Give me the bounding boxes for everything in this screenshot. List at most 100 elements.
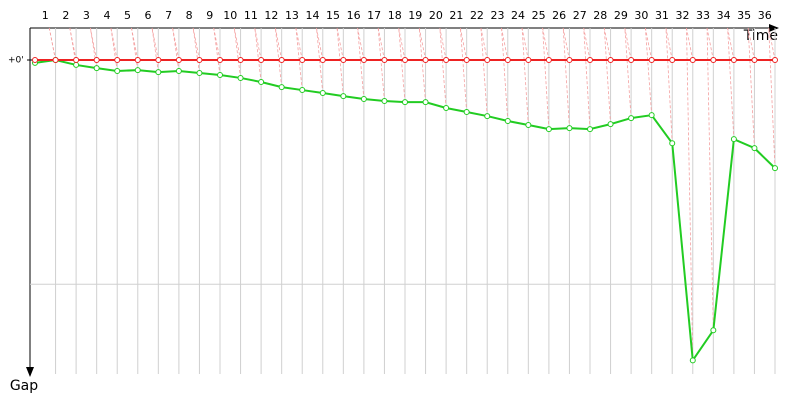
- data-point: [669, 57, 676, 63]
- data-point: [730, 136, 737, 143]
- data-point: [545, 126, 552, 133]
- connector: [336, 27, 344, 61]
- x-tick-label: 21: [449, 9, 463, 22]
- x-tick-label: 33: [696, 9, 710, 22]
- data-point: [114, 57, 121, 63]
- data-point: [360, 57, 367, 63]
- data-point: [114, 67, 121, 74]
- connector: [644, 27, 653, 116]
- connector: [48, 27, 56, 61]
- connector: [686, 27, 694, 61]
- x-tick-label: 30: [634, 9, 648, 22]
- connector: [439, 27, 447, 61]
- connector: [480, 27, 488, 61]
- connector: [418, 27, 426, 103]
- data-point: [751, 57, 758, 63]
- connector: [110, 27, 118, 72]
- data-point: [258, 78, 265, 85]
- data-point: [443, 57, 450, 63]
- data-point: [545, 57, 552, 63]
- data-point: [299, 87, 306, 94]
- data-point: [196, 57, 203, 63]
- connector: [233, 27, 241, 61]
- data-point: [628, 115, 635, 122]
- connector: [542, 27, 550, 130]
- data-point: [772, 165, 778, 172]
- connector: [151, 27, 159, 73]
- data-point: [587, 126, 593, 133]
- x-tick-label: 34: [717, 9, 731, 22]
- data-point: [463, 57, 470, 63]
- connector: [336, 27, 344, 97]
- data-point: [587, 57, 593, 63]
- x-tick-label: 35: [737, 9, 751, 22]
- connector: [480, 27, 488, 117]
- data-point: [258, 57, 265, 63]
- x-tick-label: 15: [326, 9, 340, 22]
- x-tick-label: 32: [676, 9, 690, 22]
- data-point: [217, 72, 223, 79]
- data-point: [566, 57, 573, 63]
- data-point: [628, 57, 635, 63]
- x-tick-label: 27: [573, 9, 587, 22]
- connector: [172, 27, 180, 72]
- data-point: [175, 57, 182, 63]
- x-tick-label: 29: [614, 9, 628, 22]
- connector: [233, 27, 241, 78]
- connector: [768, 27, 776, 61]
- connector: [603, 27, 611, 125]
- x-tick-label: 19: [408, 9, 422, 22]
- data-point: [422, 57, 429, 63]
- x-tick-label: 1: [42, 9, 49, 22]
- connector: [644, 27, 653, 61]
- connector: [521, 27, 529, 126]
- data-point: [669, 140, 676, 147]
- x-tick-label: 10: [223, 9, 237, 22]
- connector: [316, 27, 324, 61]
- data-point: [648, 57, 655, 63]
- y-tick-label: +0': [8, 56, 24, 66]
- data-point: [134, 57, 141, 63]
- connector: [562, 27, 570, 129]
- x-tick-label: 36: [758, 9, 772, 22]
- data-point: [772, 57, 778, 63]
- data-point: [360, 96, 367, 103]
- data-point: [278, 57, 285, 63]
- connector: [213, 27, 221, 76]
- connector: [624, 27, 632, 61]
- connector: [192, 27, 200, 74]
- data-point: [93, 57, 100, 63]
- data-point: [484, 113, 491, 120]
- x-tick-label: 14: [306, 9, 320, 22]
- connector: [747, 27, 755, 149]
- x-tick-label: 12: [264, 9, 278, 22]
- connector: [398, 27, 406, 61]
- data-point: [155, 69, 162, 76]
- data-point: [525, 122, 532, 129]
- connector: [357, 27, 365, 61]
- connector: [603, 27, 611, 61]
- x-tick-label: 3: [83, 9, 90, 22]
- connector: [254, 27, 262, 83]
- x-tick-label: 2: [62, 9, 69, 22]
- connector: [501, 27, 509, 61]
- data-point: [443, 104, 450, 111]
- connector: [398, 27, 406, 103]
- x-tick-label: 23: [491, 9, 505, 22]
- connector: [274, 27, 283, 61]
- data-point: [402, 99, 408, 106]
- data-point: [155, 57, 162, 63]
- connector: [151, 27, 159, 61]
- connector: [254, 27, 262, 61]
- connector: [583, 27, 591, 130]
- connector: [439, 27, 447, 109]
- x-tick-label: 31: [655, 9, 669, 22]
- connector: [562, 27, 570, 61]
- data-point: [607, 121, 614, 128]
- connector: [295, 27, 303, 61]
- y-axis-title: Gap: [10, 378, 38, 394]
- data-point: [175, 67, 182, 74]
- data-point: [196, 70, 203, 77]
- data-point: [422, 99, 429, 106]
- data-point: [525, 57, 532, 63]
